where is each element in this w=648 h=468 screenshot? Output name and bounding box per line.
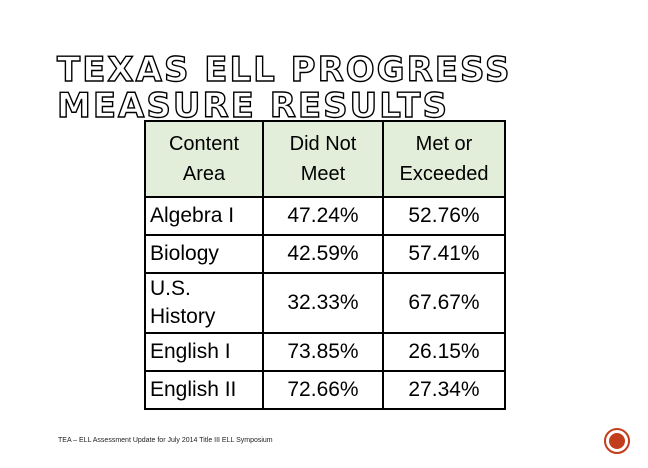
cell-content-area: Biology: [144, 234, 264, 274]
slide-footer: TEA – ELL Assessment Update for July 201…: [58, 437, 273, 444]
header-met-or-exceeded: Met or Exceeded: [382, 120, 506, 198]
table-header-row: Content Area Did Not Meet Met or Exceede…: [144, 120, 506, 198]
header-content-area-line-1: Content: [168, 133, 240, 155]
table-row: English I 73.85% 26.15%: [144, 332, 506, 372]
cell-content-area-line-1: U.S.: [150, 277, 191, 300]
header-met-or-exceeded-line-1: Met or: [415, 133, 473, 155]
slide-nav-button[interactable]: [604, 428, 630, 454]
table-row: Algebra I 47.24% 52.76%: [144, 196, 506, 236]
cell-content-area-line-2: History: [150, 305, 216, 328]
cell-did-not-meet: 72.66%: [262, 370, 384, 410]
table-row: English II 72.66% 27.34%: [144, 370, 506, 410]
cell-content-area: English I: [144, 332, 264, 372]
header-did-not-meet-line-2: Meet: [300, 163, 346, 185]
header-content-area-line-2: Area: [182, 163, 226, 185]
cell-met-or-exceeded: 67.67%: [382, 272, 506, 334]
cell-did-not-meet: 32.33%: [262, 272, 384, 334]
cell-did-not-meet: 42.59%: [262, 234, 384, 274]
cell-met-or-exceeded: 52.76%: [382, 196, 506, 236]
cell-content-area: Algebra I: [144, 196, 264, 236]
header-did-not-meet: Did Not Meet: [262, 120, 384, 198]
header-met-or-exceeded-line-2: Exceeded: [399, 163, 489, 185]
cell-content-area: English II: [144, 370, 264, 410]
cell-met-or-exceeded: 57.41%: [382, 234, 506, 274]
table-row: U.S. History 32.33% 67.67%: [144, 272, 506, 334]
cell-met-or-exceeded: 27.34%: [382, 370, 506, 410]
slide-title-line-1: TEXAS ELL PROGRESS: [56, 50, 512, 90]
cell-did-not-meet: 73.85%: [262, 332, 384, 372]
slide-title-line-2: MEASURE RESULTS: [56, 86, 449, 126]
header-did-not-meet-line-1: Did Not: [289, 133, 357, 155]
circle-button-icon: [609, 433, 625, 449]
header-content-area: Content Area: [144, 120, 264, 198]
cell-did-not-meet: 47.24%: [262, 196, 384, 236]
slide-title: TEXAS ELL PROGRESS MEASURE RESULTS: [56, 50, 512, 126]
table-row: Biology 42.59% 57.41%: [144, 234, 506, 274]
cell-met-or-exceeded: 26.15%: [382, 332, 506, 372]
cell-content-area: U.S. History: [144, 272, 264, 334]
results-table: Content Area Did Not Meet Met or Exceede…: [144, 120, 506, 410]
